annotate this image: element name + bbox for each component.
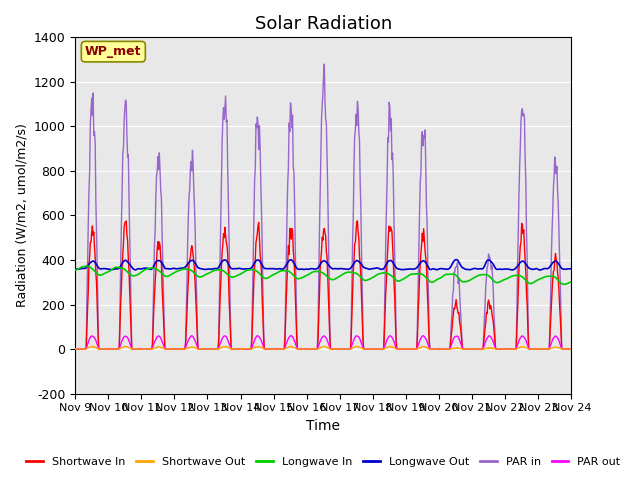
PAR in xyxy=(399,346,406,352)
Shortwave In xyxy=(399,346,406,352)
PAR out xyxy=(384,336,392,341)
Longwave In xyxy=(83,263,91,269)
Longwave Out xyxy=(383,260,391,266)
Longwave In xyxy=(80,264,88,269)
PAR out xyxy=(568,346,575,351)
PAR out xyxy=(208,346,216,352)
Longwave In xyxy=(132,273,140,278)
Shortwave Out xyxy=(209,346,216,352)
Shortwave In xyxy=(384,244,392,250)
Longwave In xyxy=(209,268,216,274)
Longwave In xyxy=(399,276,406,282)
PAR in xyxy=(568,346,575,352)
Longwave Out xyxy=(452,257,460,263)
Title: Solar Radiation: Solar Radiation xyxy=(255,15,392,33)
PAR in xyxy=(208,346,216,352)
Shortwave Out xyxy=(182,346,190,351)
Longwave Out xyxy=(182,264,189,270)
Shortwave Out xyxy=(568,346,575,351)
Line: Shortwave Out: Shortwave Out xyxy=(75,346,572,349)
PAR out xyxy=(80,346,88,352)
Shortwave In xyxy=(208,346,216,352)
PAR in xyxy=(384,134,392,140)
Longwave In xyxy=(71,267,79,273)
PAR out xyxy=(399,346,407,352)
PAR out xyxy=(131,346,139,352)
Shortwave In xyxy=(131,346,139,352)
X-axis label: Time: Time xyxy=(307,419,340,433)
Shortwave Out xyxy=(385,344,392,349)
Longwave Out xyxy=(536,267,543,273)
Legend: Shortwave In, Shortwave Out, Longwave In, Longwave Out, PAR in, PAR out: Shortwave In, Shortwave Out, Longwave In… xyxy=(22,453,625,471)
Line: Longwave Out: Longwave Out xyxy=(75,260,572,270)
Line: PAR out: PAR out xyxy=(75,336,572,349)
Longwave In xyxy=(561,281,568,287)
PAR in xyxy=(321,61,328,67)
Line: Shortwave In: Shortwave In xyxy=(75,221,572,349)
Shortwave In xyxy=(182,342,189,348)
Shortwave In xyxy=(353,218,361,224)
Shortwave Out xyxy=(81,346,89,352)
Shortwave Out xyxy=(287,343,294,349)
Longwave In xyxy=(182,266,190,272)
PAR in xyxy=(71,346,79,352)
Longwave In xyxy=(568,279,575,285)
Shortwave Out xyxy=(132,346,140,352)
Longwave In xyxy=(384,271,392,276)
PAR in xyxy=(182,339,189,345)
Y-axis label: Radiation (W/m2, umol/m2/s): Radiation (W/m2, umol/m2/s) xyxy=(15,123,28,307)
Line: PAR in: PAR in xyxy=(75,64,572,349)
PAR in xyxy=(131,346,139,352)
PAR out xyxy=(182,345,189,350)
Longwave Out xyxy=(397,267,405,273)
Shortwave In xyxy=(71,346,79,352)
Shortwave Out xyxy=(72,346,80,352)
Text: WP_met: WP_met xyxy=(85,45,141,58)
Shortwave Out xyxy=(71,346,79,352)
PAR out xyxy=(71,346,79,352)
Longwave Out xyxy=(131,267,139,273)
Longwave Out xyxy=(208,266,216,272)
Line: Longwave In: Longwave In xyxy=(75,266,572,284)
Longwave Out xyxy=(568,266,575,272)
PAR out xyxy=(287,333,295,338)
Longwave Out xyxy=(71,266,79,272)
Shortwave In xyxy=(568,346,575,352)
Longwave Out xyxy=(80,265,88,271)
Shortwave In xyxy=(80,346,88,352)
PAR in xyxy=(80,346,88,352)
PAR out xyxy=(396,346,403,352)
Shortwave Out xyxy=(399,346,407,352)
